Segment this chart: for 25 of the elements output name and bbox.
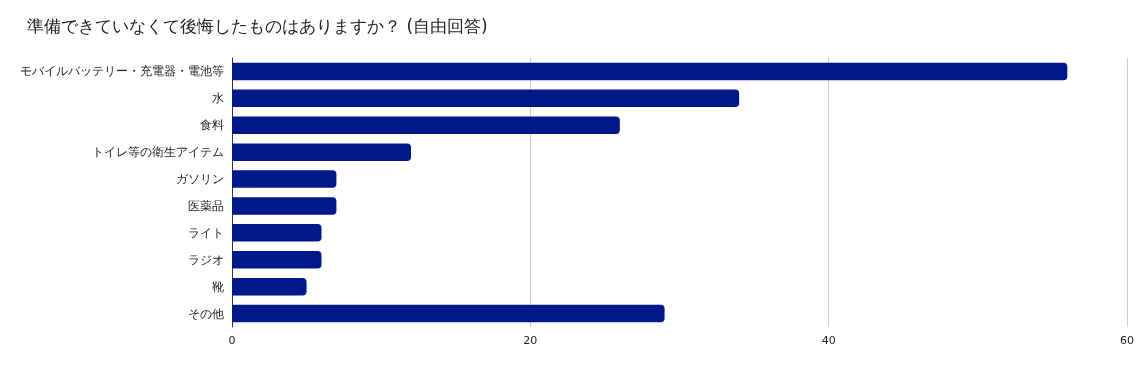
y-tick-label: ガソリン [176, 172, 224, 187]
x-tick-label: 60 [1120, 334, 1134, 347]
x-tick-label: 40 [821, 334, 836, 347]
y-tick-label: 水 [212, 91, 224, 106]
y-tick-label: モバイルバッテリー・充電器・電池等 [20, 64, 224, 79]
y-tick-label: その他 [188, 306, 224, 321]
bar [232, 277, 307, 296]
bar [232, 170, 337, 188]
y-tick-label: 靴 [212, 279, 224, 294]
y-tick-label: 食料 [200, 118, 224, 133]
x-tick-label: 20 [523, 334, 538, 347]
bar [232, 251, 322, 269]
y-tick-label: 医薬品 [188, 198, 224, 213]
x-tick-label: 0 [228, 334, 236, 347]
bar [232, 116, 620, 134]
bar [232, 197, 337, 215]
bar [232, 62, 1068, 81]
y-tick-label: ライト [188, 225, 224, 240]
bar [232, 143, 411, 161]
bar [232, 89, 740, 108]
bar [232, 224, 322, 242]
y-tick-label: トイレ等の衛生アイテム [92, 145, 224, 160]
bar [232, 304, 665, 323]
chart-title: 準備できていなくて後悔したものはありますか？ (自由回答) [27, 15, 488, 36]
y-tick-label: ラジオ [188, 252, 224, 267]
